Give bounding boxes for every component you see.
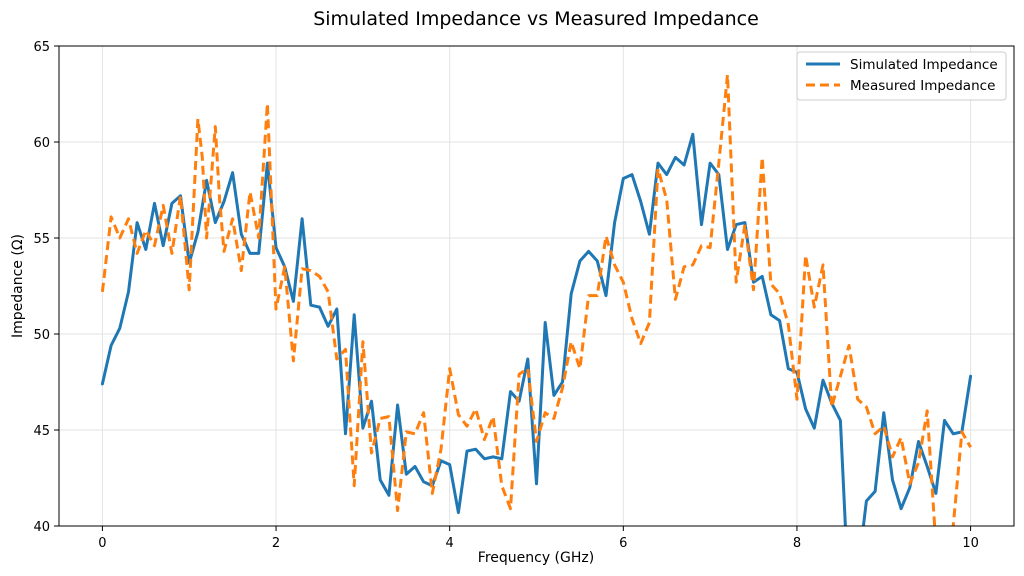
series-layer: [100, 73, 973, 526]
chart-title: Simulated Impedance vs Measured Impedanc…: [313, 8, 759, 30]
y-tick-label: 50: [33, 328, 50, 343]
y-tick-label: 40: [33, 520, 50, 535]
legend-label-measured: Measured Impedance: [850, 78, 995, 94]
plot-frame: [58, 45, 1015, 527]
y-tick-label: 55: [33, 232, 50, 247]
ticks: 0 2 4 6 8 10 40 45 50 55 60 65: [33, 40, 978, 551]
x-tick-label: 6: [619, 536, 627, 551]
series-line-measured: [100, 73, 972, 526]
legend: Simulated Impedance Measured Impedance: [796, 51, 1007, 101]
legend-box: [796, 51, 1007, 101]
series-line-simulated: [100, 132, 973, 526]
grid: [59, 45, 1014, 527]
x-tick-label: 4: [446, 536, 454, 551]
x-axis-label: Frequency (GHz): [478, 550, 594, 566]
legend-label-simulated: Simulated Impedance: [850, 57, 998, 73]
y-axis-label: Impedance (Ω): [10, 234, 26, 338]
x-tick-label: 0: [98, 536, 106, 551]
y-tick-label: 65: [33, 40, 50, 55]
y-tick-label: 60: [33, 136, 50, 151]
y-tick-label: 45: [33, 424, 50, 439]
x-tick-label: 8: [793, 536, 801, 551]
x-tick-label: 10: [962, 536, 979, 551]
x-tick-label: 2: [272, 536, 280, 551]
